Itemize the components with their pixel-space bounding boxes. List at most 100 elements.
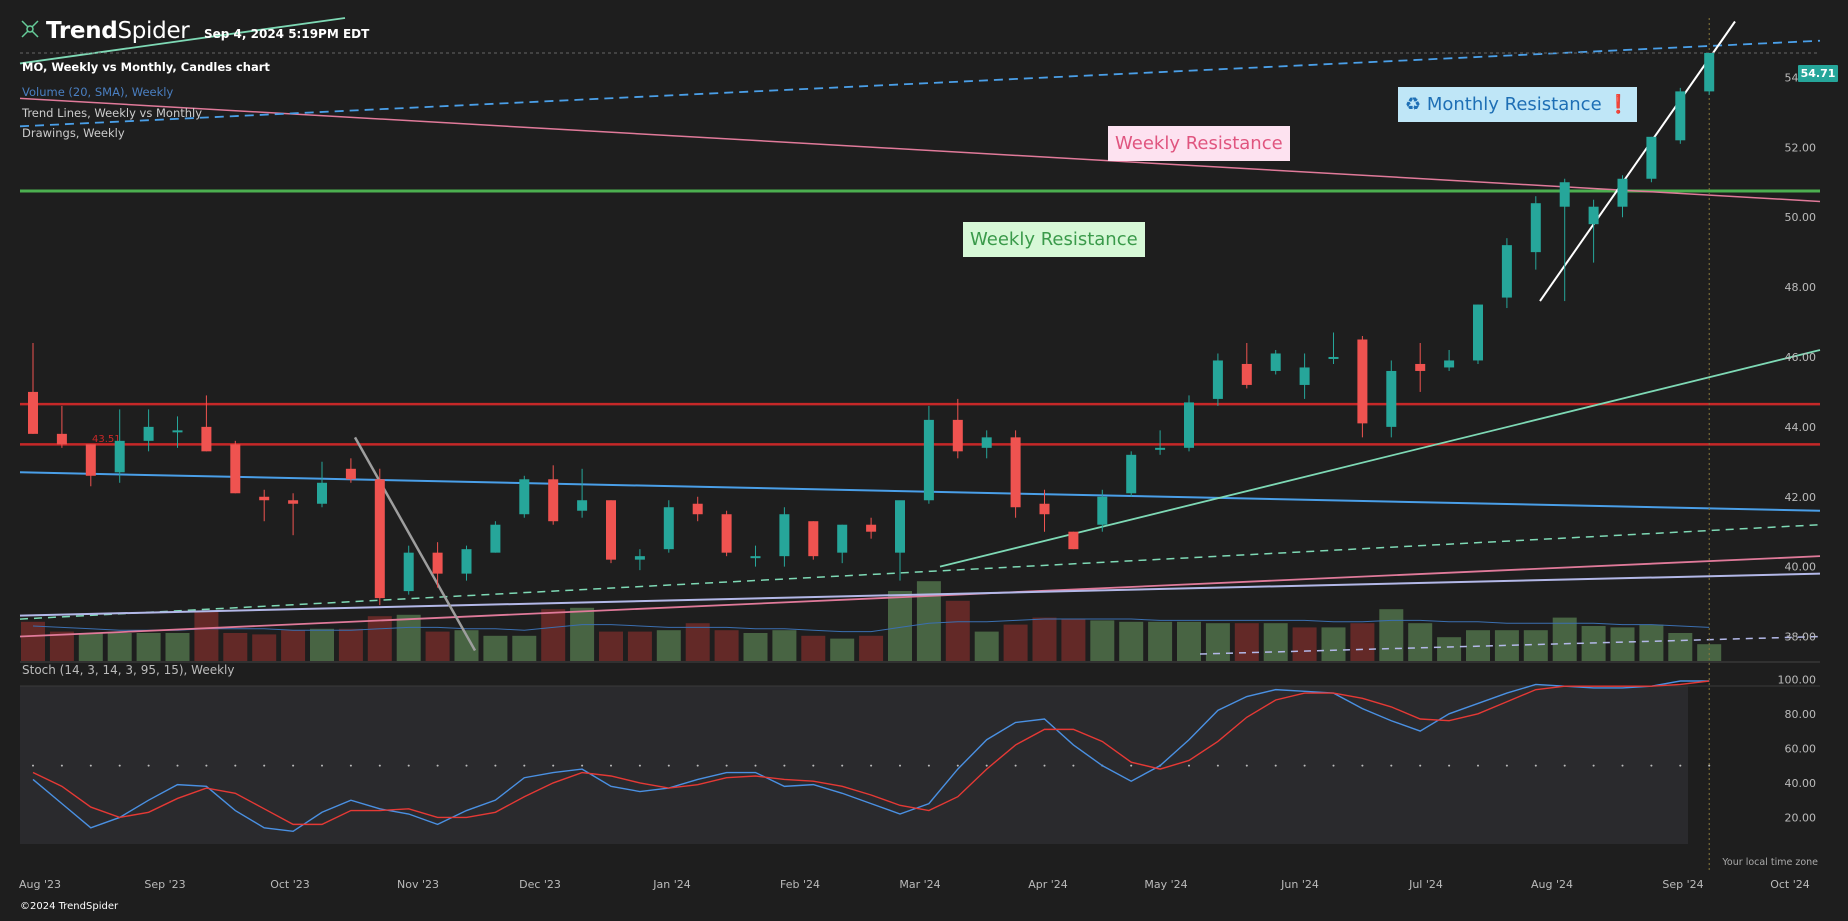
stoch-midline-dot <box>32 764 34 767</box>
stoch-midline-dot <box>89 764 92 767</box>
volume-bar <box>656 630 681 661</box>
stoch-midline-dot <box>1563 764 1566 767</box>
weekly-resistance-label-pink[interactable]: Weekly Resistance <box>1108 126 1290 161</box>
candle <box>866 524 877 532</box>
volume-bar <box>1003 624 1028 661</box>
green-uptrend-line <box>939 349 1821 568</box>
stoch-midline-dot <box>465 764 468 767</box>
volume-bar <box>1321 627 1346 661</box>
stoch-midline-dot <box>321 764 323 767</box>
volume-bar <box>830 638 855 661</box>
volume-bar <box>1437 637 1462 661</box>
current-price-tag: 54.71 <box>1798 65 1838 82</box>
drawings-layer: 43.51 <box>19 17 1821 870</box>
green-dashed-trend-line <box>19 523 1821 620</box>
volume-bar <box>512 635 537 661</box>
volume-bar <box>1668 633 1693 661</box>
date-tick-label: Mar '24 <box>899 878 940 891</box>
legend-volume[interactable]: Volume (20, SMA), Weekly <box>22 85 174 99</box>
date-tick-label: Nov '23 <box>397 878 439 891</box>
candle <box>663 507 674 550</box>
date-tick-label: Sep '24 <box>1662 878 1703 891</box>
stoch-midline-dot <box>870 764 873 767</box>
stoch-midline-dot <box>1043 764 1046 767</box>
volume-bar <box>1177 621 1201 661</box>
volume-bar <box>1263 623 1288 661</box>
candle <box>1530 203 1541 253</box>
volume-bar <box>772 630 797 661</box>
candle <box>577 500 588 511</box>
volume-bar <box>310 628 334 661</box>
candle <box>1617 178 1628 207</box>
volume-bar <box>281 630 306 661</box>
candle <box>230 444 241 494</box>
volume-bar <box>1234 623 1259 661</box>
volume-bar <box>1061 619 1086 661</box>
date-tick-label: Dec '23 <box>519 878 561 891</box>
candle <box>201 426 212 452</box>
timezone-label[interactable]: Your local time zone <box>1722 857 1818 868</box>
volume-bar <box>859 635 884 661</box>
volume-bar <box>1119 621 1144 661</box>
stoch-midline-dot <box>985 764 988 767</box>
volume-bar <box>21 621 45 661</box>
volume-bar <box>1350 623 1375 661</box>
candle <box>1097 496 1108 525</box>
price-tick-label: 44.00 <box>1785 421 1817 434</box>
stoch-midline-dot <box>407 764 410 767</box>
date-tick-label: Jun '24 <box>1280 878 1319 891</box>
legend-main[interactable]: MO, Weekly vs Monthly, Candles chart <box>22 60 270 74</box>
stoch-midline-dot <box>841 764 844 767</box>
volume-bar <box>338 628 363 661</box>
stoch-midline-dot <box>1390 764 1393 767</box>
candle <box>1386 370 1397 427</box>
candle <box>606 500 616 560</box>
stoch-midline-dot <box>667 764 670 767</box>
date-tick-label: Aug '24 <box>1531 878 1573 891</box>
volume-bar <box>1379 609 1404 661</box>
level-label: 43.51 <box>92 434 121 445</box>
stoch-midline-dot <box>1477 764 1479 767</box>
volume-bar <box>1523 630 1548 661</box>
candle <box>317 482 327 504</box>
brand-logo[interactable]: TrendSpider <box>20 18 190 44</box>
green-top-trend-line <box>19 17 346 65</box>
spider-icon <box>20 19 40 43</box>
date-tick-label: Jan '24 <box>652 878 690 891</box>
weekly-resistance-label-green[interactable]: Weekly Resistance <box>963 222 1145 257</box>
candle <box>519 479 530 515</box>
stoch-midline-dot <box>610 764 612 767</box>
stoch-midline-dot <box>927 764 930 767</box>
date-tick-label: Apr '24 <box>1028 878 1068 891</box>
volume-bar <box>194 610 219 661</box>
date-tick-label: Oct '24 <box>1770 878 1810 891</box>
price-tick-label: 42.00 <box>1785 491 1817 504</box>
monthly-resistance-label[interactable]: ♻ Monthly Resistance ❗ <box>1398 87 1637 122</box>
stoch-midline-dot <box>349 764 352 767</box>
candle <box>56 433 67 445</box>
volume-bar <box>49 631 74 661</box>
weekly-resistance-line-pink <box>19 97 1821 203</box>
volume-bar <box>541 609 566 661</box>
stoch-midline-dot <box>783 764 786 767</box>
price-tick-label: 46.00 <box>1785 351 1817 364</box>
date-tick-label: Feb '24 <box>780 878 820 891</box>
stoch-midline-dot <box>552 764 555 767</box>
volume-bar <box>685 623 710 661</box>
legend-drawings[interactable]: Drawings, Weekly <box>22 126 125 140</box>
candle <box>1646 136 1657 179</box>
white-uptrend-line <box>1539 20 1736 302</box>
stoch-midline-dot <box>118 764 121 767</box>
stoch-tick-label: 20.00 <box>1785 811 1817 824</box>
candle <box>85 444 96 476</box>
stoch-tick-label: 60.00 <box>1785 742 1817 755</box>
stoch-midline-dot <box>263 764 266 767</box>
stoch-legend[interactable]: Stoch (14, 3, 14, 3, 95, 15), Weekly <box>22 663 235 677</box>
candle <box>808 521 819 557</box>
stoch-midline-dot <box>1014 764 1017 767</box>
volume-bar <box>714 630 739 661</box>
candle <box>1473 304 1483 361</box>
legend-trendlines[interactable]: Trend Lines, Weekly vs Monthly <box>22 106 203 120</box>
